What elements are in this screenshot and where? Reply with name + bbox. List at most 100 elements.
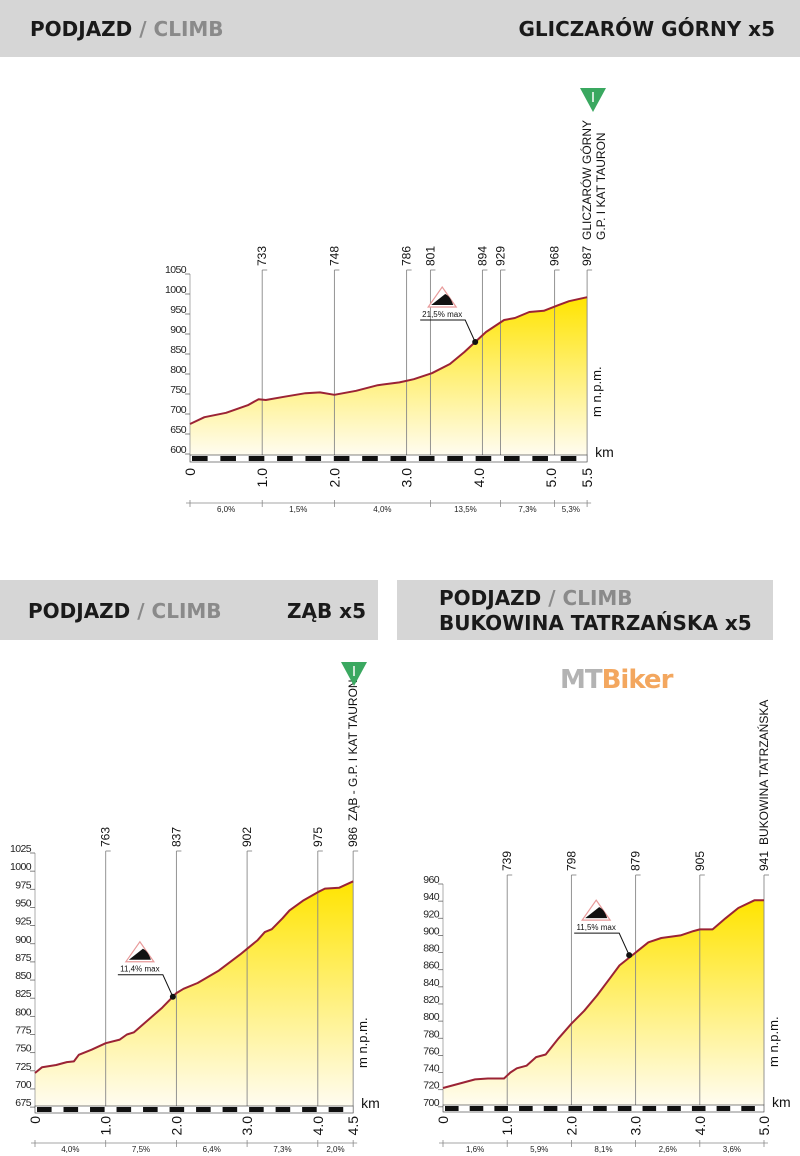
profile-fill: [443, 900, 764, 1105]
profile-line: [442, 899, 764, 1089]
y-tick-label: 760: [423, 1045, 439, 1057]
max-grade-leader: [574, 932, 630, 956]
marker-elevation: 739: [500, 851, 514, 871]
y-axis-label: m n.p.m.: [766, 1016, 781, 1067]
km-bar-segment: [617, 1106, 632, 1111]
profile-fill: [190, 297, 588, 455]
marker-elevation: 801: [423, 246, 437, 266]
chart-2: 700 720 740 760 780 800 820 840 860 880 900 920 940 9…: [423, 700, 790, 1154]
y-tick-label: 700: [423, 1097, 439, 1109]
max-grade-label: 11,4% max: [120, 965, 159, 974]
km-bar-segment: [196, 1107, 211, 1112]
x-tick-label: 0: [182, 468, 198, 476]
grade-label: 4,0%: [373, 505, 391, 514]
x-tick-label: 3.0: [239, 1116, 255, 1136]
y-tick-label: 950: [15, 897, 31, 909]
km-bar-segment: [192, 456, 208, 461]
y-axis-label: m n.p.m.: [589, 366, 604, 417]
km-bar-segment: [90, 1107, 105, 1112]
km-bar-segment: [362, 456, 378, 461]
y-tick-label: 925: [15, 916, 31, 928]
header-climb: CLIMB: [153, 17, 224, 41]
logo-part1: MT: [560, 665, 603, 695]
header-label: PODJAZD / CLIMB: [30, 17, 224, 41]
grade-label: 7,3%: [273, 1145, 291, 1154]
x-tick-label: 4.5: [345, 1116, 361, 1136]
km-bar-segment: [504, 456, 520, 461]
km-bar-segment: [560, 456, 577, 461]
y-tick-label: 800: [170, 364, 186, 376]
km-bar-segment: [222, 1107, 238, 1112]
mountain-icon: [431, 294, 454, 305]
km-bar-segment: [116, 1107, 132, 1112]
km-bar-segment: [277, 456, 293, 461]
grade-label: 5,3%: [562, 505, 580, 514]
max-grade-leader: [117, 974, 174, 997]
y-tick-label: 675: [15, 1097, 31, 1109]
x-tick-label: 5.5: [579, 468, 595, 488]
mountain-icon: [128, 948, 151, 960]
y-tick-label: 800: [15, 1006, 31, 1018]
x-tick-label: 1.0: [254, 468, 270, 488]
header-zab: PODJAZD / CLIMB ZĄB x5: [0, 580, 378, 640]
x-tick-label: 4.0: [692, 1116, 708, 1136]
marker-elevation: 748: [327, 246, 341, 266]
logo-part2: Biker: [601, 665, 674, 695]
km-bar-segment: [716, 1106, 731, 1111]
marker-elevation: 763: [99, 827, 113, 847]
y-tick-label: 1000: [165, 284, 187, 296]
max-grade-dot: [626, 952, 633, 959]
y-tick-label: 820: [423, 994, 439, 1006]
grade-label: 3,6%: [723, 1145, 741, 1154]
grade-label: 7,3%: [518, 505, 536, 514]
marker-elevation: 894: [475, 246, 489, 266]
marker-elevation: 879: [629, 851, 643, 871]
x-tick-label: 0: [27, 1116, 43, 1124]
grade-label: 6,0%: [217, 505, 235, 514]
max-grade-marker: 21,5% max: [420, 285, 479, 345]
x-tick-label: 2.0: [168, 1116, 184, 1136]
header-prefix: PODJAZD: [28, 599, 131, 623]
mountain-icon: [585, 907, 608, 919]
km-bar-segment: [691, 1106, 706, 1111]
km-bar: [189, 454, 588, 463]
km-bar-segment: [328, 1107, 344, 1112]
km-bar-segment: [169, 1107, 185, 1112]
km-bar-segment: [593, 1106, 607, 1111]
y-tick-label: 700: [15, 1079, 31, 1091]
y-tick-label: 825: [15, 988, 31, 1000]
finish-name: ZĄB - G.P. I KAT TAURON: [346, 679, 360, 821]
km-bar-segment: [143, 1107, 158, 1112]
km-bar-segment: [249, 1107, 264, 1112]
km-bar-segment: [475, 456, 492, 461]
header-sep: /: [130, 599, 152, 623]
x-tick-label: 2.0: [326, 468, 342, 488]
max-grade-dot: [169, 993, 176, 1000]
chart-1: 675 700 725 750 775 800 825 850 875 900 925 950 975 1…: [10, 662, 380, 1154]
km-bar-segment: [418, 456, 435, 461]
y-tick-label: 600: [170, 444, 186, 456]
grade-label: 6,4%: [203, 1145, 221, 1154]
finish-name: BUKOWINA TATRZAŃSKA: [756, 700, 771, 845]
profile-line: [189, 296, 588, 425]
km-bar-segment: [333, 456, 350, 461]
km-bar-segment: [642, 1106, 657, 1111]
profile-line: [34, 880, 354, 1074]
marker-elevation: 902: [240, 827, 254, 847]
marker-elevation: 786: [400, 246, 414, 266]
header-climb: CLIMB: [151, 599, 222, 623]
marker-elevation: 986: [346, 827, 360, 847]
grade-label: 2,0%: [326, 1145, 344, 1154]
km-bar-segment: [63, 1107, 79, 1112]
max-grade-dot: [472, 339, 479, 345]
km-bar-segment: [568, 1106, 583, 1111]
y-tick-label: 900: [170, 324, 186, 336]
x-axis-label: km: [595, 444, 614, 460]
grade-label: 4,0%: [61, 1145, 79, 1154]
km-bar-segment: [220, 456, 236, 461]
y-tick-label: 900: [423, 925, 439, 937]
mtbiker-logo: MTBiker: [560, 665, 674, 695]
header-label: PODJAZD / CLIMB: [439, 586, 633, 610]
x-tick-label: 3.0: [628, 1116, 644, 1136]
km-bar-segment: [305, 456, 322, 461]
